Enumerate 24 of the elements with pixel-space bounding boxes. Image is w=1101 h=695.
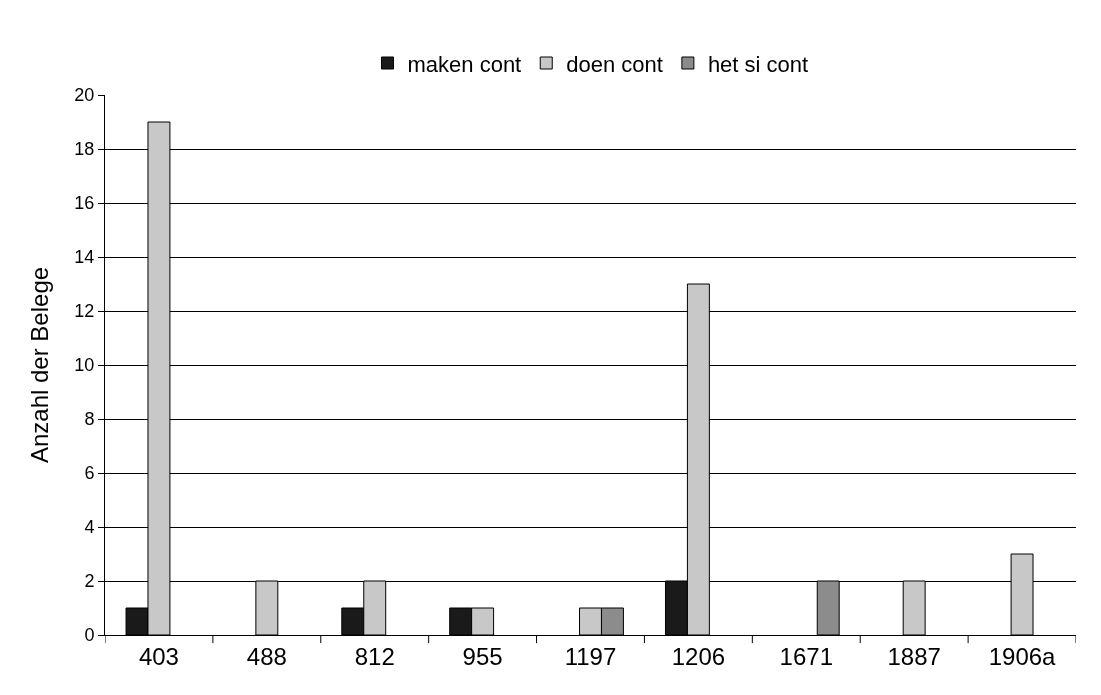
x-tick-label: 1887 xyxy=(887,642,941,670)
y-tick-label: 18 xyxy=(74,139,95,160)
y-tick-label: 2 xyxy=(84,571,95,592)
y-tick-label: 4 xyxy=(84,517,95,538)
x-tick-label: 955 xyxy=(462,642,503,670)
y-tick-label: 20 xyxy=(74,85,95,106)
y-tick-label: 10 xyxy=(74,355,95,376)
x-tick-label: 1906a xyxy=(988,642,1057,670)
y-tick-label: 14 xyxy=(74,247,95,268)
legend-label: maken cont xyxy=(407,51,522,77)
x-tick-label: 1197 xyxy=(564,642,617,670)
x-tick-label: 488 xyxy=(246,642,287,670)
y-tick-label: 0 xyxy=(84,625,95,646)
x-tick-label: 1206 xyxy=(671,642,726,670)
y-tick-label: 16 xyxy=(74,193,95,214)
legend-label: doen cont xyxy=(566,51,663,77)
y-tick-label: 12 xyxy=(74,301,95,322)
y-axis-title: Anzahl der Belege xyxy=(26,266,54,464)
y-tick-label: 8 xyxy=(84,409,95,430)
x-tick-label: 1671 xyxy=(779,642,833,670)
legend-label: het si cont xyxy=(707,51,809,77)
x-tick-label: 812 xyxy=(354,642,395,670)
x-tick-label: 403 xyxy=(138,642,179,670)
y-tick-label: 6 xyxy=(84,463,95,484)
